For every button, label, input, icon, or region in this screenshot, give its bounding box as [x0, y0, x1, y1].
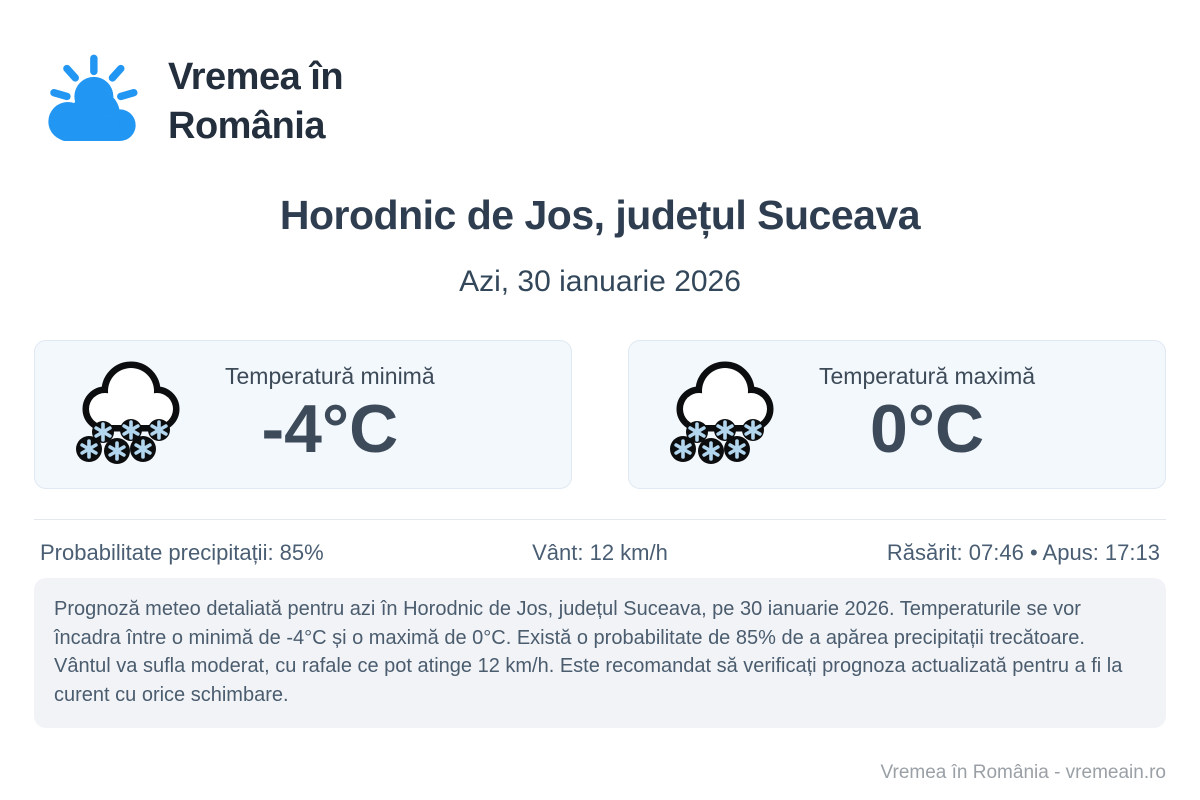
snow-cloud-icon — [665, 359, 785, 471]
temperature-cards: Temperatură minimă -4°C Temperatură maxi… — [34, 340, 1166, 489]
stats-row: Probabilitate precipitații: 85% Vânt: 12… — [40, 540, 1160, 566]
sun-cloud-logo-icon — [48, 54, 138, 141]
forecast-description: Prognoză meteo detaliată pentru azi în H… — [34, 578, 1166, 728]
max-temperature-card: Temperatură maximă 0°C — [628, 340, 1166, 489]
min-temperature-value: -4°C — [261, 391, 399, 468]
site-name-line2: România — [168, 105, 325, 147]
sunrise-sunset: Răsărit: 07:46 • Apus: 17:13 — [886, 540, 1160, 565]
precipitation-probability: Probabilitate precipitații: 85% — [40, 540, 324, 565]
site-name-line1: Vremea în — [168, 56, 344, 99]
max-temperature-value: 0°C — [869, 391, 985, 468]
site-logo[interactable]: Vremea în România — [40, 50, 344, 154]
stats-divider — [34, 519, 1166, 520]
min-temperature-card: Temperatură minimă -4°C — [34, 340, 572, 489]
page-title: Horodnic de Jos, județul Suceava — [279, 192, 921, 238]
max-temperature-label: Temperatură maximă — [819, 363, 1036, 390]
page-subtitle: Azi, 30 ianuarie 2026 — [459, 265, 741, 298]
site-name: Vremea în România — [168, 53, 344, 150]
min-temperature-text: Temperatură minimă -4°C — [225, 363, 435, 465]
wind-speed: Vânt: 12 km/h — [532, 540, 668, 565]
snow-cloud-icon — [71, 359, 191, 471]
min-temperature-label: Temperatură minimă — [225, 363, 435, 390]
footer-credit: Vremea în România - vremeain.ro — [880, 762, 1166, 783]
max-temperature-text: Temperatură maximă 0°C — [819, 363, 1035, 465]
